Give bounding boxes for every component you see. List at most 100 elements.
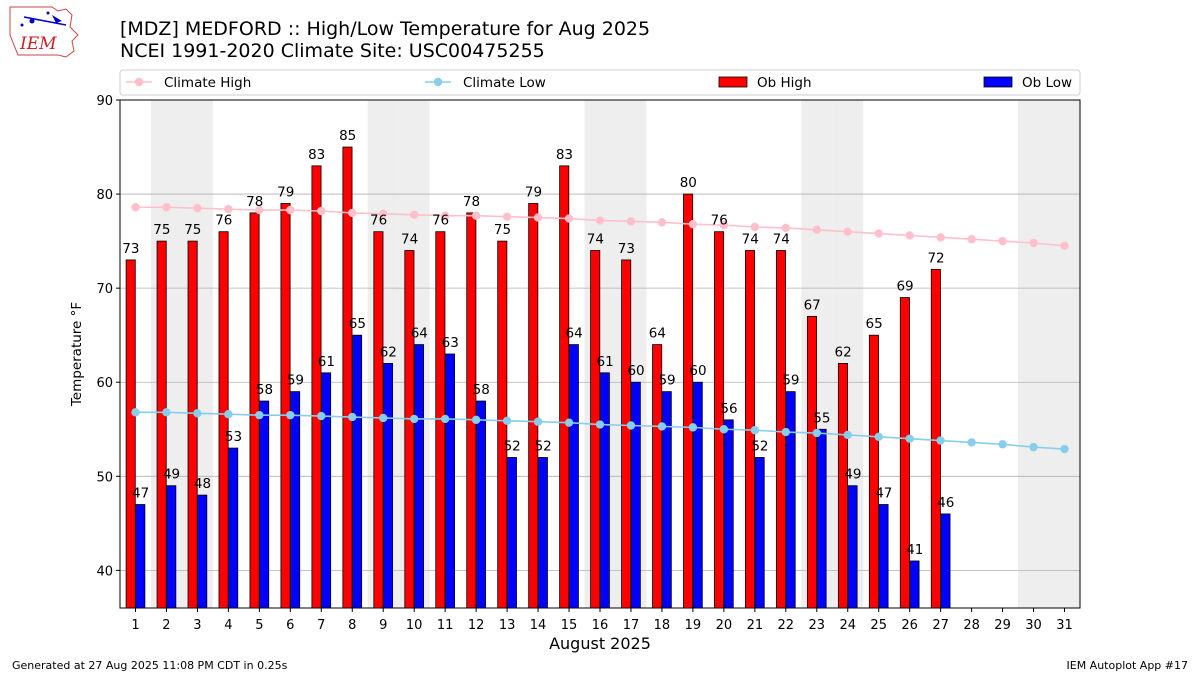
ob-low-label: 48 xyxy=(194,476,211,492)
climate-low-point xyxy=(224,410,233,419)
ob-low-label: 49 xyxy=(844,467,861,483)
y-tick-label: 90 xyxy=(96,94,113,109)
climate-high-point xyxy=(471,211,481,220)
ob-high-label: 83 xyxy=(556,147,573,163)
ob-high-label: 75 xyxy=(494,222,511,238)
iem-logo: IEM xyxy=(9,6,79,58)
climate-high-point xyxy=(286,205,295,215)
ob-low-bar xyxy=(630,381,641,609)
ob-low-bar xyxy=(166,485,177,609)
ob-high-bar xyxy=(714,231,725,609)
ob-high-bar xyxy=(404,250,415,609)
climate-low-point xyxy=(286,410,295,420)
x-tick-label: 7 xyxy=(317,618,325,633)
climate-low-point xyxy=(471,415,481,425)
ob-low-bar xyxy=(259,400,270,609)
data-labels: 73 47 75 49 75 48 76 53 78 58 79 59 83 61 85 65 76 62 74 64… xyxy=(122,128,954,558)
x-tick-label: 19 xyxy=(685,618,702,633)
ob-low-label: 59 xyxy=(287,373,304,389)
ob-high-label: 85 xyxy=(339,128,356,144)
x-tick-label: 10 xyxy=(406,618,423,633)
ob-high-label: 73 xyxy=(618,241,635,257)
x-tick-label: 15 xyxy=(561,618,578,633)
app-label: IEM Autoplot App #17 xyxy=(1066,659,1189,672)
ob-low-bar xyxy=(847,485,858,609)
ob-high-bar xyxy=(590,250,601,609)
ob-high-label: 75 xyxy=(184,222,201,238)
x-tick-label: 1 xyxy=(131,618,139,633)
x-tick-label: 4 xyxy=(224,618,232,633)
climate-low-point xyxy=(998,440,1007,449)
generated-timestamp: Generated at 27 Aug 2025 11:08 PM CDT in… xyxy=(12,659,288,672)
x-tick-label: 13 xyxy=(499,618,516,633)
ob-low-bar xyxy=(909,560,920,609)
ob-low-label: 64 xyxy=(566,326,583,342)
ob-high-label: 69 xyxy=(896,279,913,295)
ob-low-label: 52 xyxy=(751,438,768,454)
climate-low-point xyxy=(379,413,388,423)
ob-high-bar xyxy=(621,259,632,609)
legend: Climate High Climate Low Ob High Ob Low xyxy=(119,69,1081,96)
climate-high-point xyxy=(874,229,883,238)
climate-low-point xyxy=(533,417,543,426)
ob-low-bar xyxy=(383,363,394,609)
climate-low-point xyxy=(626,421,636,430)
ob-low-label: 64 xyxy=(411,326,428,342)
ob-high-label: 64 xyxy=(649,326,666,342)
climate-high-point xyxy=(688,219,698,229)
ob-low-label: 62 xyxy=(380,344,397,360)
ob-high-label: 74 xyxy=(401,232,418,248)
ob-high-label: 67 xyxy=(804,297,821,313)
climate-low-point xyxy=(317,411,326,421)
ob-high-bar xyxy=(125,259,136,609)
climate-high-point xyxy=(533,213,543,222)
ob-high-label: 76 xyxy=(711,213,728,229)
ob-low-bar xyxy=(135,504,146,609)
x-tick-label: 26 xyxy=(901,618,918,633)
legend-swatch-bar xyxy=(718,76,748,88)
ob-low-bar xyxy=(352,334,363,609)
x-tick-label: 9 xyxy=(379,618,387,633)
ob-low-label: 47 xyxy=(132,486,149,502)
ob-low-label: 60 xyxy=(627,363,644,379)
ob-high-bar xyxy=(837,363,848,609)
ob-low-label: 47 xyxy=(875,486,892,502)
ob-high-label: 78 xyxy=(463,194,480,210)
ob-low-label: 52 xyxy=(535,438,552,454)
climate-low-point xyxy=(1029,442,1038,452)
ob-high-bar xyxy=(868,334,879,609)
climate-high-point xyxy=(224,204,233,214)
ob-low-label: 61 xyxy=(597,354,614,370)
y-tick-label: 60 xyxy=(96,376,113,391)
ob-low-label: 49 xyxy=(163,467,180,483)
ob-low-bar xyxy=(568,344,579,609)
ob-high-bar xyxy=(249,212,260,609)
ob-low-label: 53 xyxy=(225,429,242,445)
x-tick-label: 12 xyxy=(468,618,485,633)
ob-high-label: 72 xyxy=(927,250,944,266)
ob-high-bar xyxy=(187,240,198,609)
ob-low-bar xyxy=(692,381,703,609)
legend-label: Climate High xyxy=(164,75,251,91)
climate-low-point xyxy=(440,414,450,424)
ob-high-bar xyxy=(466,212,477,609)
x-tick-label: 11 xyxy=(437,618,454,633)
x-tick-label: 30 xyxy=(1025,618,1042,633)
ob-low-label: 41 xyxy=(906,542,923,558)
climate-low-point xyxy=(1060,444,1069,454)
ob-low-label: 55 xyxy=(813,410,830,426)
climate-high-point xyxy=(812,225,821,235)
ob-low-bar xyxy=(723,419,734,609)
y-tick-label: 50 xyxy=(96,470,113,485)
x-tick-label: 29 xyxy=(994,618,1011,633)
climate-high-point xyxy=(162,203,171,212)
climate-high-point xyxy=(193,203,202,213)
ob-low-label: 52 xyxy=(504,438,521,454)
climate-high-point xyxy=(255,205,264,215)
ob-high-label: 79 xyxy=(525,184,542,200)
climate-high-point xyxy=(781,223,791,233)
ob-low-label: 58 xyxy=(256,382,273,398)
ob-high-bar xyxy=(683,193,694,609)
climate-low-point xyxy=(657,422,667,431)
x-tick-label: 5 xyxy=(255,618,263,633)
